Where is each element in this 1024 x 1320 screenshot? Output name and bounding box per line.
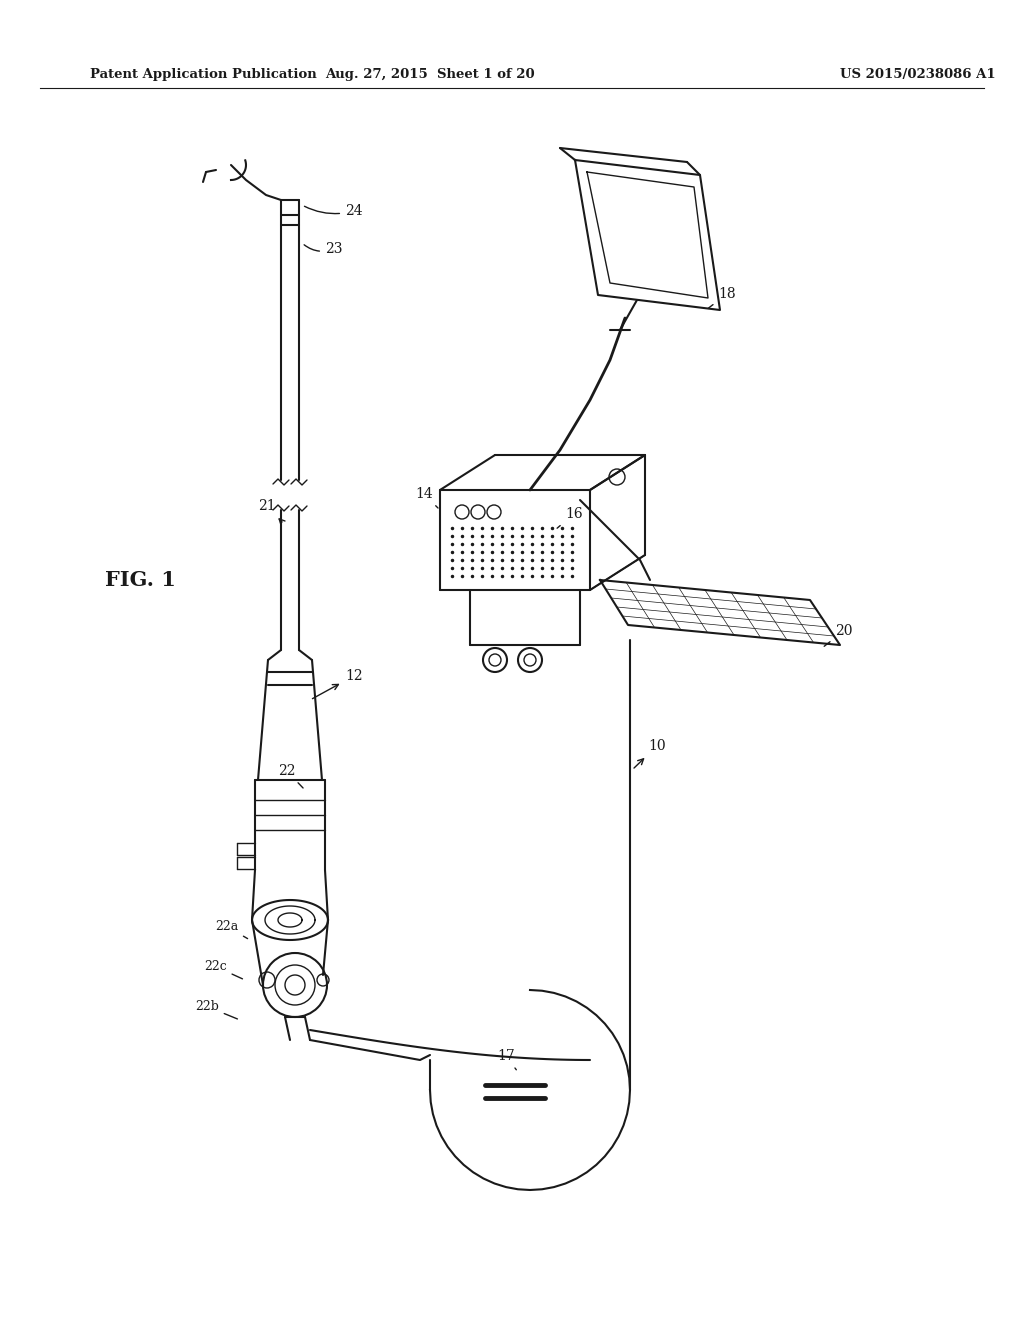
Text: 22a: 22a bbox=[215, 920, 248, 939]
Text: US 2015/0238086 A1: US 2015/0238086 A1 bbox=[840, 69, 995, 81]
Text: Patent Application Publication: Patent Application Publication bbox=[90, 69, 316, 81]
Text: 16: 16 bbox=[557, 507, 583, 528]
Text: 23: 23 bbox=[304, 242, 342, 256]
Text: Aug. 27, 2015  Sheet 1 of 20: Aug. 27, 2015 Sheet 1 of 20 bbox=[326, 69, 535, 81]
Text: 22: 22 bbox=[278, 764, 303, 788]
Text: 10: 10 bbox=[634, 739, 666, 768]
Text: 24: 24 bbox=[304, 205, 362, 218]
Text: 22c: 22c bbox=[204, 960, 243, 979]
Text: 22b: 22b bbox=[195, 1001, 238, 1019]
Text: FIG. 1: FIG. 1 bbox=[105, 570, 176, 590]
Text: 17: 17 bbox=[497, 1049, 516, 1069]
Text: 12: 12 bbox=[312, 669, 362, 698]
Text: 21: 21 bbox=[258, 499, 285, 525]
Text: 18: 18 bbox=[709, 286, 735, 309]
Text: 20: 20 bbox=[824, 624, 853, 647]
Text: 14: 14 bbox=[415, 487, 438, 508]
